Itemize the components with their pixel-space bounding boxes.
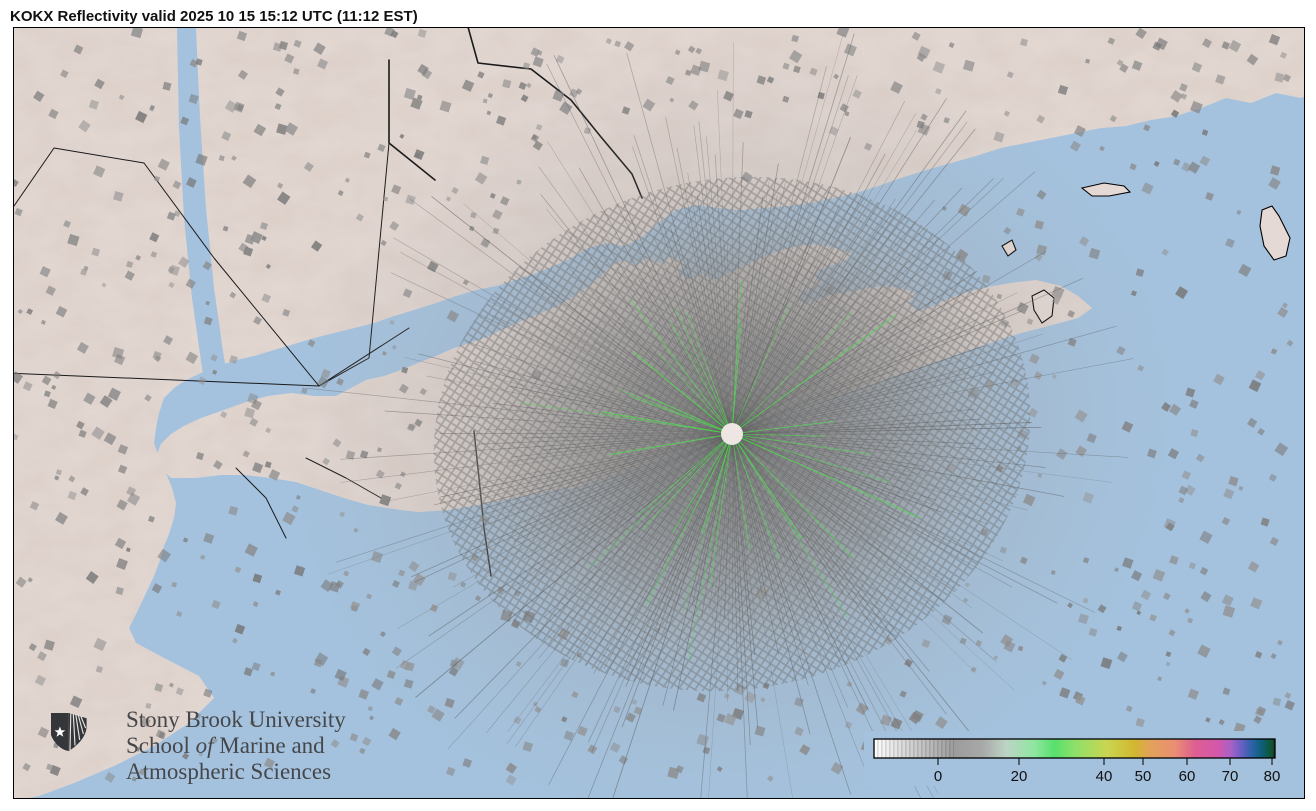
svg-text:60: 60	[1179, 768, 1196, 785]
svg-text:50: 50	[1135, 768, 1152, 785]
svg-text:70: 70	[1222, 768, 1239, 785]
svg-text:80: 80	[1264, 768, 1281, 785]
svg-text:Stony Brook University: Stony Brook University	[126, 707, 346, 732]
svg-text:40: 40	[1096, 768, 1113, 785]
svg-text:School of Marine and: School of Marine and	[126, 733, 325, 758]
svg-text:0: 0	[934, 768, 942, 785]
svg-text:Atmospheric Sciences: Atmospheric Sciences	[126, 759, 331, 784]
svg-text:20: 20	[1011, 768, 1028, 785]
